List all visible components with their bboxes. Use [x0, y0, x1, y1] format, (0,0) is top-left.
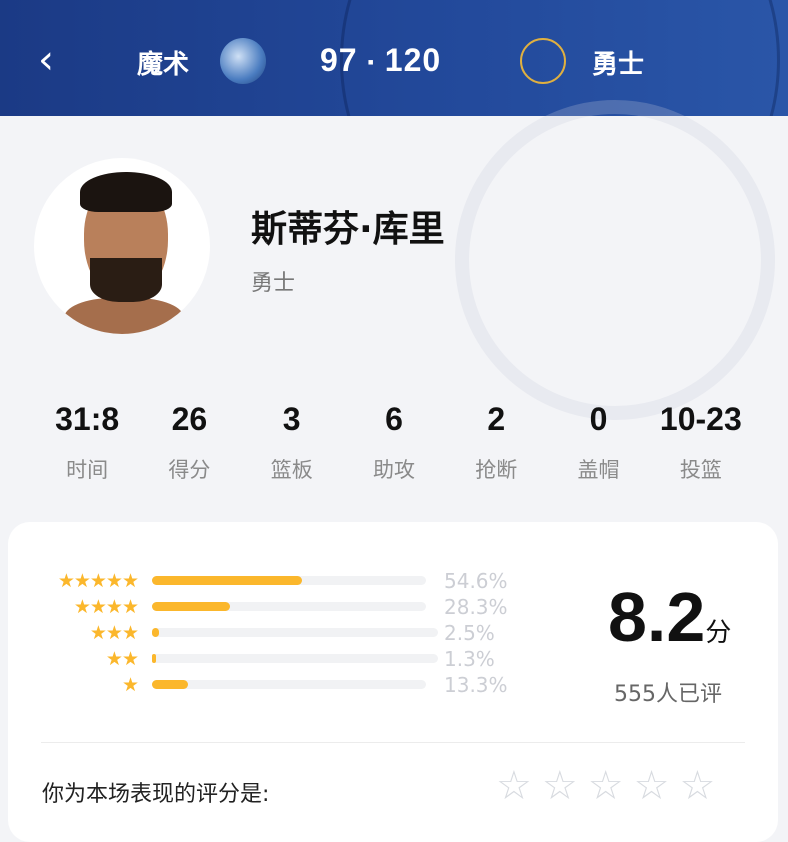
header-background: [340, 0, 780, 116]
magic-logo-icon: [220, 38, 266, 84]
stat-value: 26: [171, 401, 208, 437]
rating-bar-fill: [152, 602, 230, 611]
game-header: ‹ 魔术 97 ▪ 120 勇士: [0, 0, 788, 116]
rating-row: ★★★ 2.5%: [8, 622, 528, 644]
rating-bar-track: [152, 602, 426, 611]
player-avatar: [34, 158, 210, 334]
rating-percent: 28.3%: [444, 595, 508, 619]
rating-card: ★★★★★ 54.6% ★★★★ 28.3% ★★★ 2.5% ★★ 1.3% ★ 13.3% 8…: [8, 522, 778, 842]
player-team: 勇士: [251, 271, 296, 296]
star-outline-icon[interactable]: ☆: [496, 763, 532, 809]
stat-value: 2: [487, 401, 506, 437]
star-icon: ★★★★: [73, 596, 139, 618]
divider: [41, 742, 745, 743]
stat-label: 篮板: [270, 458, 313, 482]
stat-label: 投篮: [679, 458, 722, 482]
rating-bar-fill: [152, 628, 160, 637]
rating-bar-fill: [152, 680, 189, 689]
rating-bar-track: [152, 576, 426, 585]
rating-percent: 1.3%: [444, 647, 495, 671]
stat-item: 10-23 投篮: [650, 398, 752, 484]
rating-bar-track: [152, 628, 438, 637]
rating-prompt: 你为本场表现的评分是:: [42, 782, 270, 807]
rating-percent: 2.5%: [444, 621, 495, 645]
stat-value: 0: [589, 401, 608, 437]
stat-item: 6 助攻: [343, 398, 445, 484]
rating-stars-input[interactable]: ☆ ☆ ☆ ☆ ☆: [496, 762, 715, 810]
rating-row: ★★ 1.3%: [8, 648, 528, 670]
stat-item: 0 盖帽: [547, 398, 649, 484]
rating-bar-track: [152, 654, 438, 663]
stat-label: 助攻: [372, 458, 415, 482]
stat-value: 6: [385, 401, 403, 437]
rating-row: ★ 13.3%: [8, 674, 528, 696]
stat-item: 2 抢断: [445, 398, 547, 484]
score: 97 ▪ 120: [320, 42, 442, 78]
stat-item: 31:8 时间: [36, 398, 138, 484]
rating-percent: 54.6%: [444, 569, 508, 593]
warriors-logo-icon: [520, 38, 566, 84]
stat-label: 盖帽: [577, 458, 620, 482]
star-icon: ★: [121, 674, 139, 696]
stat-value: 10-23: [659, 401, 742, 437]
stats-row: 31:8 时间 26 得分 3 篮板 6 助攻 2 抢断 0 盖帽 10-23 投篮: [36, 398, 752, 484]
average-score: 8.2分: [608, 578, 732, 656]
star-outline-icon[interactable]: ☆: [633, 763, 670, 809]
star-outline-icon[interactable]: ☆: [541, 763, 578, 809]
back-button[interactable]: ‹: [38, 37, 54, 83]
stat-value: 3: [282, 401, 301, 437]
rating-bar-track: [152, 680, 426, 689]
stat-item: 26 得分: [138, 398, 240, 484]
stat-item: 3 篮板: [241, 398, 343, 484]
star-icon: ★★★★★: [57, 570, 139, 592]
player-name: 斯蒂芬·库里: [251, 209, 445, 250]
team-watermark-icon: [455, 100, 775, 420]
star-outline-icon[interactable]: ☆: [679, 763, 716, 809]
rating-bar-fill: [152, 576, 302, 585]
rating-percent: 13.3%: [444, 673, 508, 697]
star-outline-icon[interactable]: ☆: [587, 763, 624, 809]
star-icon: ★★: [105, 648, 139, 670]
rating-row: ★★★★ 28.3%: [8, 596, 528, 618]
home-team-name: 魔术: [137, 50, 190, 80]
stat-label: 得分: [168, 458, 211, 482]
rating-row: ★★★★★ 54.6%: [8, 570, 528, 592]
rating-count: 555人已评: [614, 682, 722, 707]
stat-label: 抢断: [475, 458, 518, 482]
rating-bar-fill: [152, 654, 156, 663]
stat-value: 31:8: [55, 401, 120, 437]
star-icon: ★★★: [89, 622, 139, 644]
stat-label: 时间: [66, 458, 109, 482]
away-team-name: 勇士: [592, 50, 645, 80]
